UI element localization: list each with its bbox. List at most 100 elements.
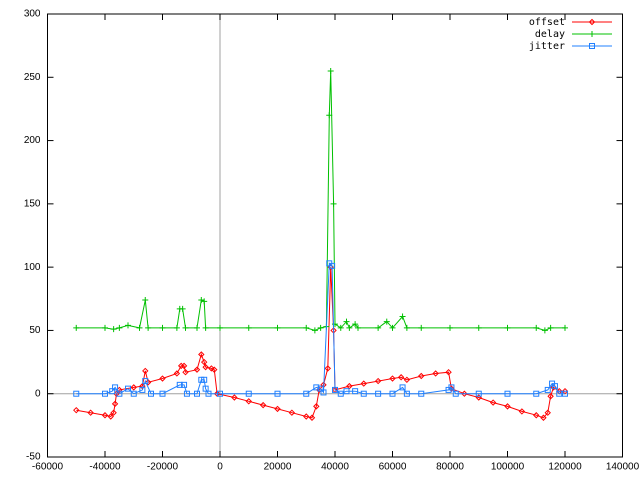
y-tick-label: -50: [26, 452, 41, 463]
point: [194, 324, 200, 331]
point: [116, 390, 123, 397]
point: [245, 398, 252, 405]
point: [136, 324, 143, 331]
point: [452, 390, 459, 397]
series: [73, 67, 568, 334]
x-tick-label: 140000: [606, 462, 640, 473]
point: [198, 351, 205, 358]
point: [432, 370, 439, 377]
x-tick-label: 0: [217, 462, 223, 473]
point: [403, 376, 411, 383]
point: [533, 412, 540, 419]
point: [208, 365, 215, 372]
point: [177, 362, 185, 370]
point: [352, 321, 359, 328]
point: [303, 324, 310, 331]
point: [317, 324, 324, 331]
point: [159, 324, 166, 331]
point: [518, 408, 526, 415]
point: [183, 390, 190, 397]
x-tick-label: 120000: [548, 462, 582, 473]
x-tick-label: -60000: [32, 462, 64, 473]
point: [288, 409, 296, 416]
point: [200, 358, 208, 366]
point: [504, 390, 511, 397]
x-tick-label: 40000: [321, 462, 349, 473]
x-tick-label: -20000: [147, 462, 179, 473]
point: [337, 390, 344, 397]
point: [194, 390, 200, 397]
point: [389, 324, 396, 331]
point: [102, 390, 108, 397]
point: [551, 383, 558, 390]
point: [87, 409, 94, 416]
point: [313, 403, 320, 410]
series-line: [76, 70, 565, 331]
point: [383, 318, 390, 325]
point: [330, 327, 337, 334]
point: [313, 384, 320, 391]
point: [389, 375, 396, 382]
point: [231, 394, 238, 401]
point: [181, 381, 188, 388]
point: [397, 374, 405, 381]
point: [73, 406, 80, 414]
point: [541, 327, 548, 334]
point: [326, 112, 333, 119]
point: [274, 390, 281, 397]
point: [475, 324, 482, 331]
point: [182, 324, 189, 331]
x-tick-label: 100000: [491, 462, 525, 473]
series: [73, 260, 568, 397]
point: [374, 377, 382, 385]
point: [504, 324, 511, 331]
point: [139, 386, 146, 393]
point: [418, 324, 425, 331]
point: [303, 413, 310, 420]
point: [116, 324, 123, 331]
point: [562, 390, 568, 397]
y-tick-label: 200: [24, 135, 41, 146]
y-tick-label: 300: [24, 9, 41, 20]
legend-marker: [588, 18, 596, 26]
point: [211, 366, 218, 373]
point: [179, 305, 186, 312]
legend-label: jitter: [529, 41, 565, 52]
y-tick-label: 150: [24, 198, 41, 209]
x-tick-label: 20000: [264, 462, 292, 473]
point: [332, 386, 338, 393]
point: [448, 384, 455, 391]
point: [173, 324, 180, 331]
point: [475, 390, 482, 397]
y-tick-label: 250: [24, 72, 41, 83]
legend-label: delay: [535, 29, 565, 40]
point: [399, 313, 406, 320]
point: [142, 297, 149, 304]
point: [360, 380, 367, 387]
point: [245, 390, 252, 397]
point: [259, 401, 267, 409]
point: [556, 390, 563, 397]
series: [73, 263, 569, 421]
point: [182, 368, 189, 376]
point: [375, 324, 382, 331]
point: [102, 324, 108, 331]
point: [308, 414, 316, 421]
point: [217, 324, 223, 331]
point: [142, 367, 149, 375]
point: [504, 403, 511, 410]
y-tick-label: 0: [35, 388, 41, 399]
y-tick-label: 100: [24, 262, 41, 273]
point: [274, 405, 281, 413]
x-tick-label: 80000: [436, 462, 464, 473]
point: [202, 324, 209, 331]
point: [418, 372, 425, 380]
point: [107, 413, 114, 420]
point: [198, 297, 205, 304]
point: [159, 390, 166, 397]
point: [418, 390, 425, 397]
point: [403, 324, 410, 331]
x-tick-label: 60000: [379, 462, 407, 473]
point: [202, 363, 209, 371]
